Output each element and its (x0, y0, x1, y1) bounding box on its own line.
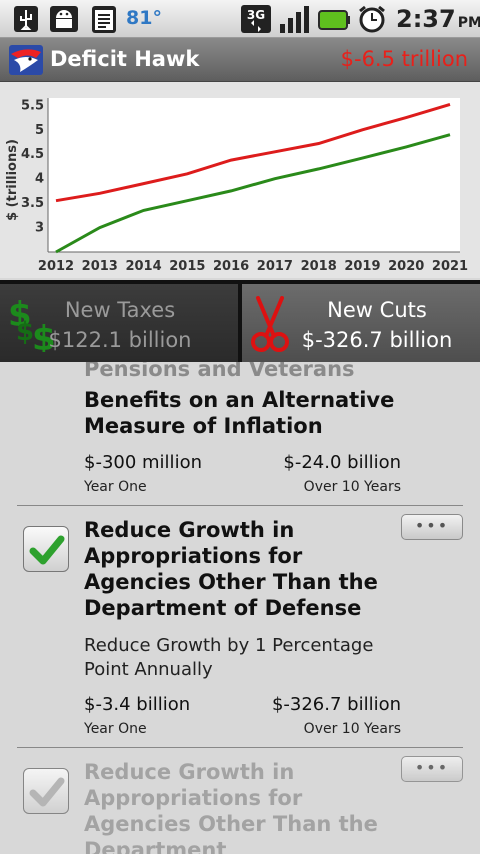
tab-new-taxes-value: $122.1 billion (48, 328, 192, 352)
list-divider (17, 747, 463, 748)
x-tick-label: 2012 (38, 259, 74, 274)
dollar-signs-icon: $ $ $ (8, 296, 56, 352)
partial-heading: Pensions and Veterans (84, 362, 355, 381)
y-tick-label: 3 (35, 221, 44, 236)
more-options-button[interactable]: ••• (401, 756, 463, 782)
svg-text:$: $ (8, 296, 32, 335)
list-item[interactable]: ••• Reduce Growth in Appropriations for … (17, 748, 463, 854)
checkmark-icon (29, 777, 65, 807)
ten-year-label: Over 10 Years (303, 721, 401, 737)
tab-new-cuts[interactable]: New Cuts $-326.7 billion (242, 284, 480, 362)
status-bar: 81° 3G 2:37 PM (0, 0, 480, 38)
app-title: Deficit Hawk (50, 47, 200, 71)
year-one-label: Year One (84, 721, 147, 737)
usb-icon (14, 6, 38, 32)
item-title: Reduce Growth in Appropriations for Agen… (84, 760, 378, 854)
x-tick-label: 2020 (388, 259, 424, 274)
item-title: Benefits on an Alternative Measure of In… (84, 388, 395, 438)
x-tick-label: 2021 (432, 259, 468, 274)
clock: 2:37 PM (396, 5, 480, 33)
alarm-icon (359, 5, 385, 33)
more-options-button[interactable]: ••• (401, 514, 463, 540)
total-deficit: $-6.5 trillion (340, 47, 468, 71)
y-tick-label: 5.5 (21, 98, 44, 113)
year-one-value: $-300 million (84, 452, 202, 473)
y-tick-label: 4 (35, 172, 44, 187)
y-axis-label: $ (trillions) (5, 139, 20, 221)
item-checkbox[interactable] (23, 526, 69, 572)
title-bar: Deficit Hawk $-6.5 trillion (0, 38, 480, 82)
signal-icon (280, 6, 309, 33)
item-checkbox[interactable] (23, 768, 69, 814)
ten-year-value: $-326.7 billion (271, 694, 401, 715)
item-description: Reduce Growth by 1 Percentage Point Annu… (84, 635, 374, 680)
network-3g-icon: 3G (241, 5, 271, 33)
year-one-label: Year One (84, 479, 147, 495)
line-chart: $ (trillions) 3 3.5 4 4.5 5 5.5 2012 2013 2014 2… (5, 98, 468, 274)
item-title: Reduce Growth in Appropriations for Agen… (84, 518, 378, 620)
x-tick-label: 2017 (257, 259, 293, 274)
series-line-1 (55, 133, 451, 254)
tab-new-taxes[interactable]: $ $ $ New Taxes $122.1 billion (0, 284, 238, 362)
weather-temperature: 81° (126, 7, 162, 29)
tab-new-cuts-value: $-326.7 billion (301, 328, 453, 352)
checkmark-icon (29, 535, 65, 565)
series-line-0 (55, 102, 451, 203)
cuts-list[interactable]: Pensions and Veterans Benefits on an Alt… (0, 362, 480, 854)
tab-new-cuts-label: New Cuts (327, 298, 427, 322)
svg-text:$: $ (16, 317, 34, 347)
y-tick-label: 5 (35, 123, 44, 138)
tab-new-taxes-label: New Taxes (64, 298, 176, 322)
svg-text:$: $ (32, 319, 56, 352)
x-tick-label: 2018 (301, 259, 337, 274)
clipboard-icon (92, 6, 116, 33)
android-debug-icon (50, 6, 78, 32)
battery-icon (318, 10, 350, 30)
list-item[interactable]: ••• Reduce Growth in Appropriations for … (17, 506, 463, 746)
ten-year-label: Over 10 Years (303, 479, 401, 495)
svg-text:3G: 3G (247, 8, 265, 22)
hawk-logo-icon (9, 45, 43, 75)
ten-year-value: $-24.0 billion (283, 452, 401, 473)
x-tick-label: 2016 (213, 259, 249, 274)
deficit-chart: $ (trillions) 3 3.5 4 4.5 5 5.5 2012 2013 2014 2… (0, 82, 480, 278)
list-divider (17, 505, 463, 506)
budget-tabs: $ $ $ New Taxes $122.1 billion New Cuts … (0, 280, 480, 362)
list-item[interactable]: Pensions and Veterans Benefits on an Alt… (17, 362, 463, 506)
x-tick-label: 2013 (82, 259, 118, 274)
scissors-icon (251, 296, 289, 352)
y-tick-label: 3.5 (21, 196, 44, 211)
y-tick-label: 4.5 (21, 147, 44, 162)
x-tick-label: 2019 (344, 259, 380, 274)
x-tick-label: 2015 (169, 259, 205, 274)
x-tick-label: 2014 (125, 259, 161, 274)
plot-area (48, 98, 460, 252)
year-one-value: $-3.4 billion (84, 694, 191, 715)
